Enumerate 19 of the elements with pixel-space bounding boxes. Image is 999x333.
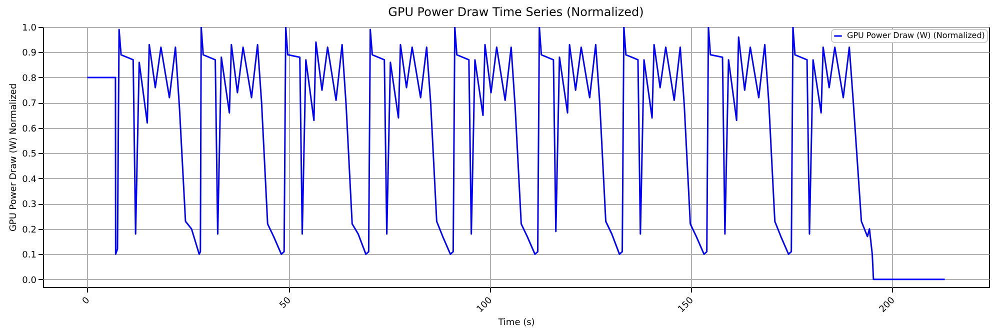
legend-label: GPU Power Draw (W) (Normalized) xyxy=(847,31,985,40)
y-tick-label: 0.2 xyxy=(22,225,36,236)
x-tick-label: 100 xyxy=(475,295,495,315)
y-tick-label: 0.6 xyxy=(22,124,37,134)
y-tick-label: 0.0 xyxy=(22,276,37,286)
y-tick-label: 0.9 xyxy=(22,48,37,59)
y-tick-label: 0.3 xyxy=(22,200,36,210)
y-axis-title: GPU Power Draw (W) Normalized xyxy=(9,83,20,232)
y-tick-label: 0.5 xyxy=(22,150,36,160)
y-tick-label: 1.0 xyxy=(22,24,37,34)
x-tick-label: 50 xyxy=(278,295,294,311)
x-axis-title: Time (s) xyxy=(497,318,535,328)
y-tick-label: 0.7 xyxy=(22,99,36,110)
x-tick-label: 0 xyxy=(80,295,92,307)
y-tick-label: 0.4 xyxy=(22,174,37,185)
y-tick-label: 0.1 xyxy=(22,250,36,261)
y-tick-label: 0.8 xyxy=(22,74,37,84)
chart-title: GPU Power Draw Time Series (Normalized) xyxy=(388,5,644,19)
x-tick-label: 150 xyxy=(676,295,696,315)
